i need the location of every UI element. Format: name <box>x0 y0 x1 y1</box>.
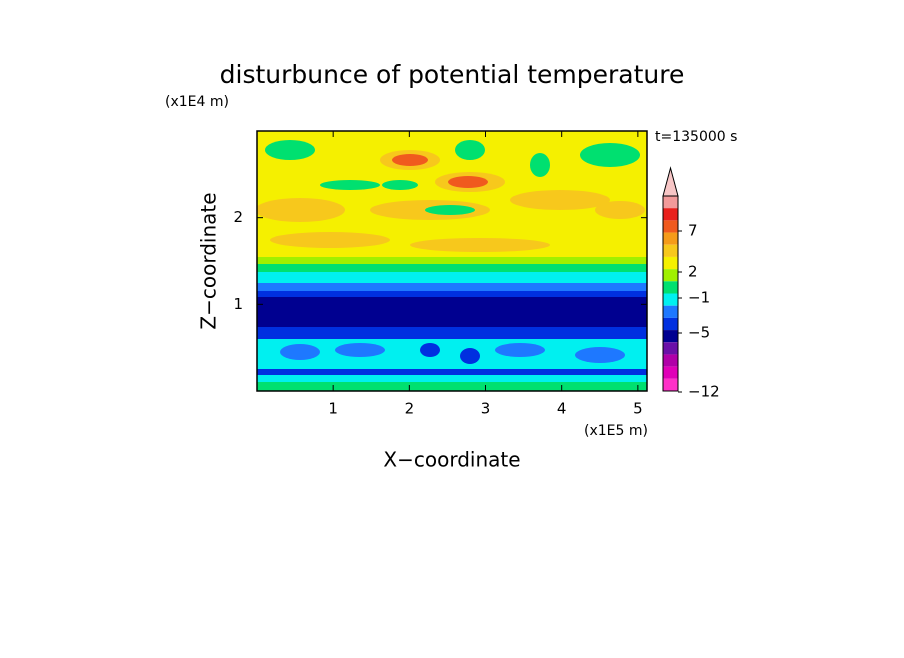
colorbar-swatch <box>663 293 678 306</box>
x-tick-label: 3 <box>481 400 491 418</box>
y-axis-label: Z−coordinate <box>197 192 221 329</box>
colorbar-swatch <box>663 244 678 257</box>
x-axis-label: X−coordinate <box>383 448 520 472</box>
colorbar-frame <box>662 195 679 392</box>
colorbar-swatch <box>663 330 678 343</box>
contour-field <box>257 131 647 391</box>
colorbar-swatch <box>663 378 678 391</box>
colorbar-triangle <box>662 166 679 197</box>
colorbar-swatch <box>663 342 678 355</box>
colorbar-swatch <box>663 366 678 379</box>
colorbar-swatch <box>663 220 678 233</box>
x-unit: (x1E5 m) <box>584 423 648 439</box>
y-tick-label: 2 <box>233 208 243 226</box>
colorbar-label: −1 <box>688 289 710 307</box>
colorbar-swatch <box>663 305 678 318</box>
colorbar-swatch <box>663 208 678 221</box>
colorbar-label: −12 <box>688 383 720 401</box>
colorbar-swatch <box>663 256 678 270</box>
colorbar-swatch <box>663 232 678 245</box>
y-unit: (x1E4 m) <box>165 94 229 110</box>
chart-title: disturbunce of potential temperature <box>220 60 685 89</box>
time-annotation: t=135000 s <box>655 129 737 145</box>
colorbar-swatch <box>663 281 678 294</box>
plot-frame <box>256 130 648 392</box>
colorbar-label: −5 <box>688 324 710 342</box>
colorbar-swatch <box>663 317 678 331</box>
x-tick-label: 1 <box>328 400 338 418</box>
colorbar-swatch <box>663 269 678 282</box>
colorbar-label: 7 <box>688 222 698 240</box>
colorbar-swatch <box>663 196 678 209</box>
y-tick-label: 1 <box>233 295 243 313</box>
x-tick-label: 2 <box>405 400 415 418</box>
colorbar-swatch <box>663 354 678 367</box>
x-tick-label: 4 <box>557 400 567 418</box>
colorbar-label: 2 <box>688 263 698 281</box>
x-tick-label: 5 <box>633 400 643 418</box>
